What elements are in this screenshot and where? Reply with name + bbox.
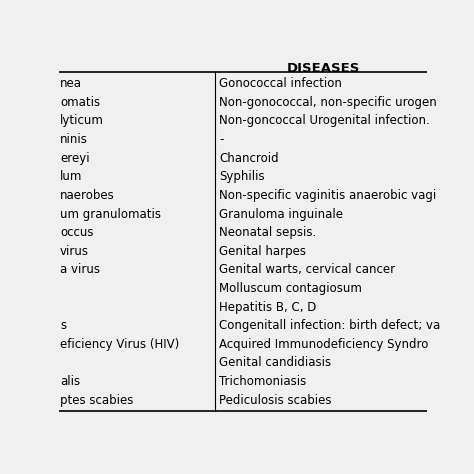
Text: Acquired Immunodeficiency Syndro: Acquired Immunodeficiency Syndro — [219, 338, 428, 351]
Text: Molluscum contagiosum: Molluscum contagiosum — [219, 282, 362, 295]
Text: occus: occus — [60, 226, 93, 239]
Text: ninis: ninis — [60, 133, 88, 146]
Text: lum: lum — [60, 170, 82, 183]
Text: ptes scabies: ptes scabies — [60, 393, 133, 407]
Text: Genital harpes: Genital harpes — [219, 245, 306, 258]
Text: Non-gonococcal, non-specific urogen: Non-gonococcal, non-specific urogen — [219, 96, 437, 109]
Text: eficiency Virus (HIV): eficiency Virus (HIV) — [60, 338, 179, 351]
Text: DISEASES: DISEASES — [287, 63, 360, 75]
Text: alis: alis — [60, 375, 80, 388]
Text: omatis: omatis — [60, 96, 100, 109]
Text: Non-goncoccal Urogenital infection.: Non-goncoccal Urogenital infection. — [219, 114, 430, 128]
Text: naerobes: naerobes — [60, 189, 115, 202]
Text: Granuloma inguinale: Granuloma inguinale — [219, 208, 343, 220]
Text: lyticum: lyticum — [60, 114, 104, 128]
Text: Pediculosis scabies: Pediculosis scabies — [219, 393, 331, 407]
Text: virus: virus — [60, 245, 89, 258]
Text: Gonococcal infection: Gonococcal infection — [219, 77, 342, 90]
Text: -: - — [219, 133, 223, 146]
Text: Neonatal sepsis.: Neonatal sepsis. — [219, 226, 316, 239]
Text: Congenitall infection: birth defect; va: Congenitall infection: birth defect; va — [219, 319, 440, 332]
Text: nea: nea — [60, 77, 82, 90]
Text: ereyi: ereyi — [60, 152, 90, 164]
Text: a virus: a virus — [60, 264, 100, 276]
Text: Genital candidiasis: Genital candidiasis — [219, 356, 331, 369]
Text: Syphilis: Syphilis — [219, 170, 264, 183]
Text: Hepatitis B, C, D: Hepatitis B, C, D — [219, 301, 317, 314]
Text: s: s — [60, 319, 66, 332]
Text: Non-specific vaginitis anaerobic vagi: Non-specific vaginitis anaerobic vagi — [219, 189, 436, 202]
Text: Chancroid: Chancroid — [219, 152, 279, 164]
Text: Trichomoniasis: Trichomoniasis — [219, 375, 306, 388]
Text: Genital warts, cervical cancer: Genital warts, cervical cancer — [219, 264, 395, 276]
Text: um granulomatis: um granulomatis — [60, 208, 161, 220]
